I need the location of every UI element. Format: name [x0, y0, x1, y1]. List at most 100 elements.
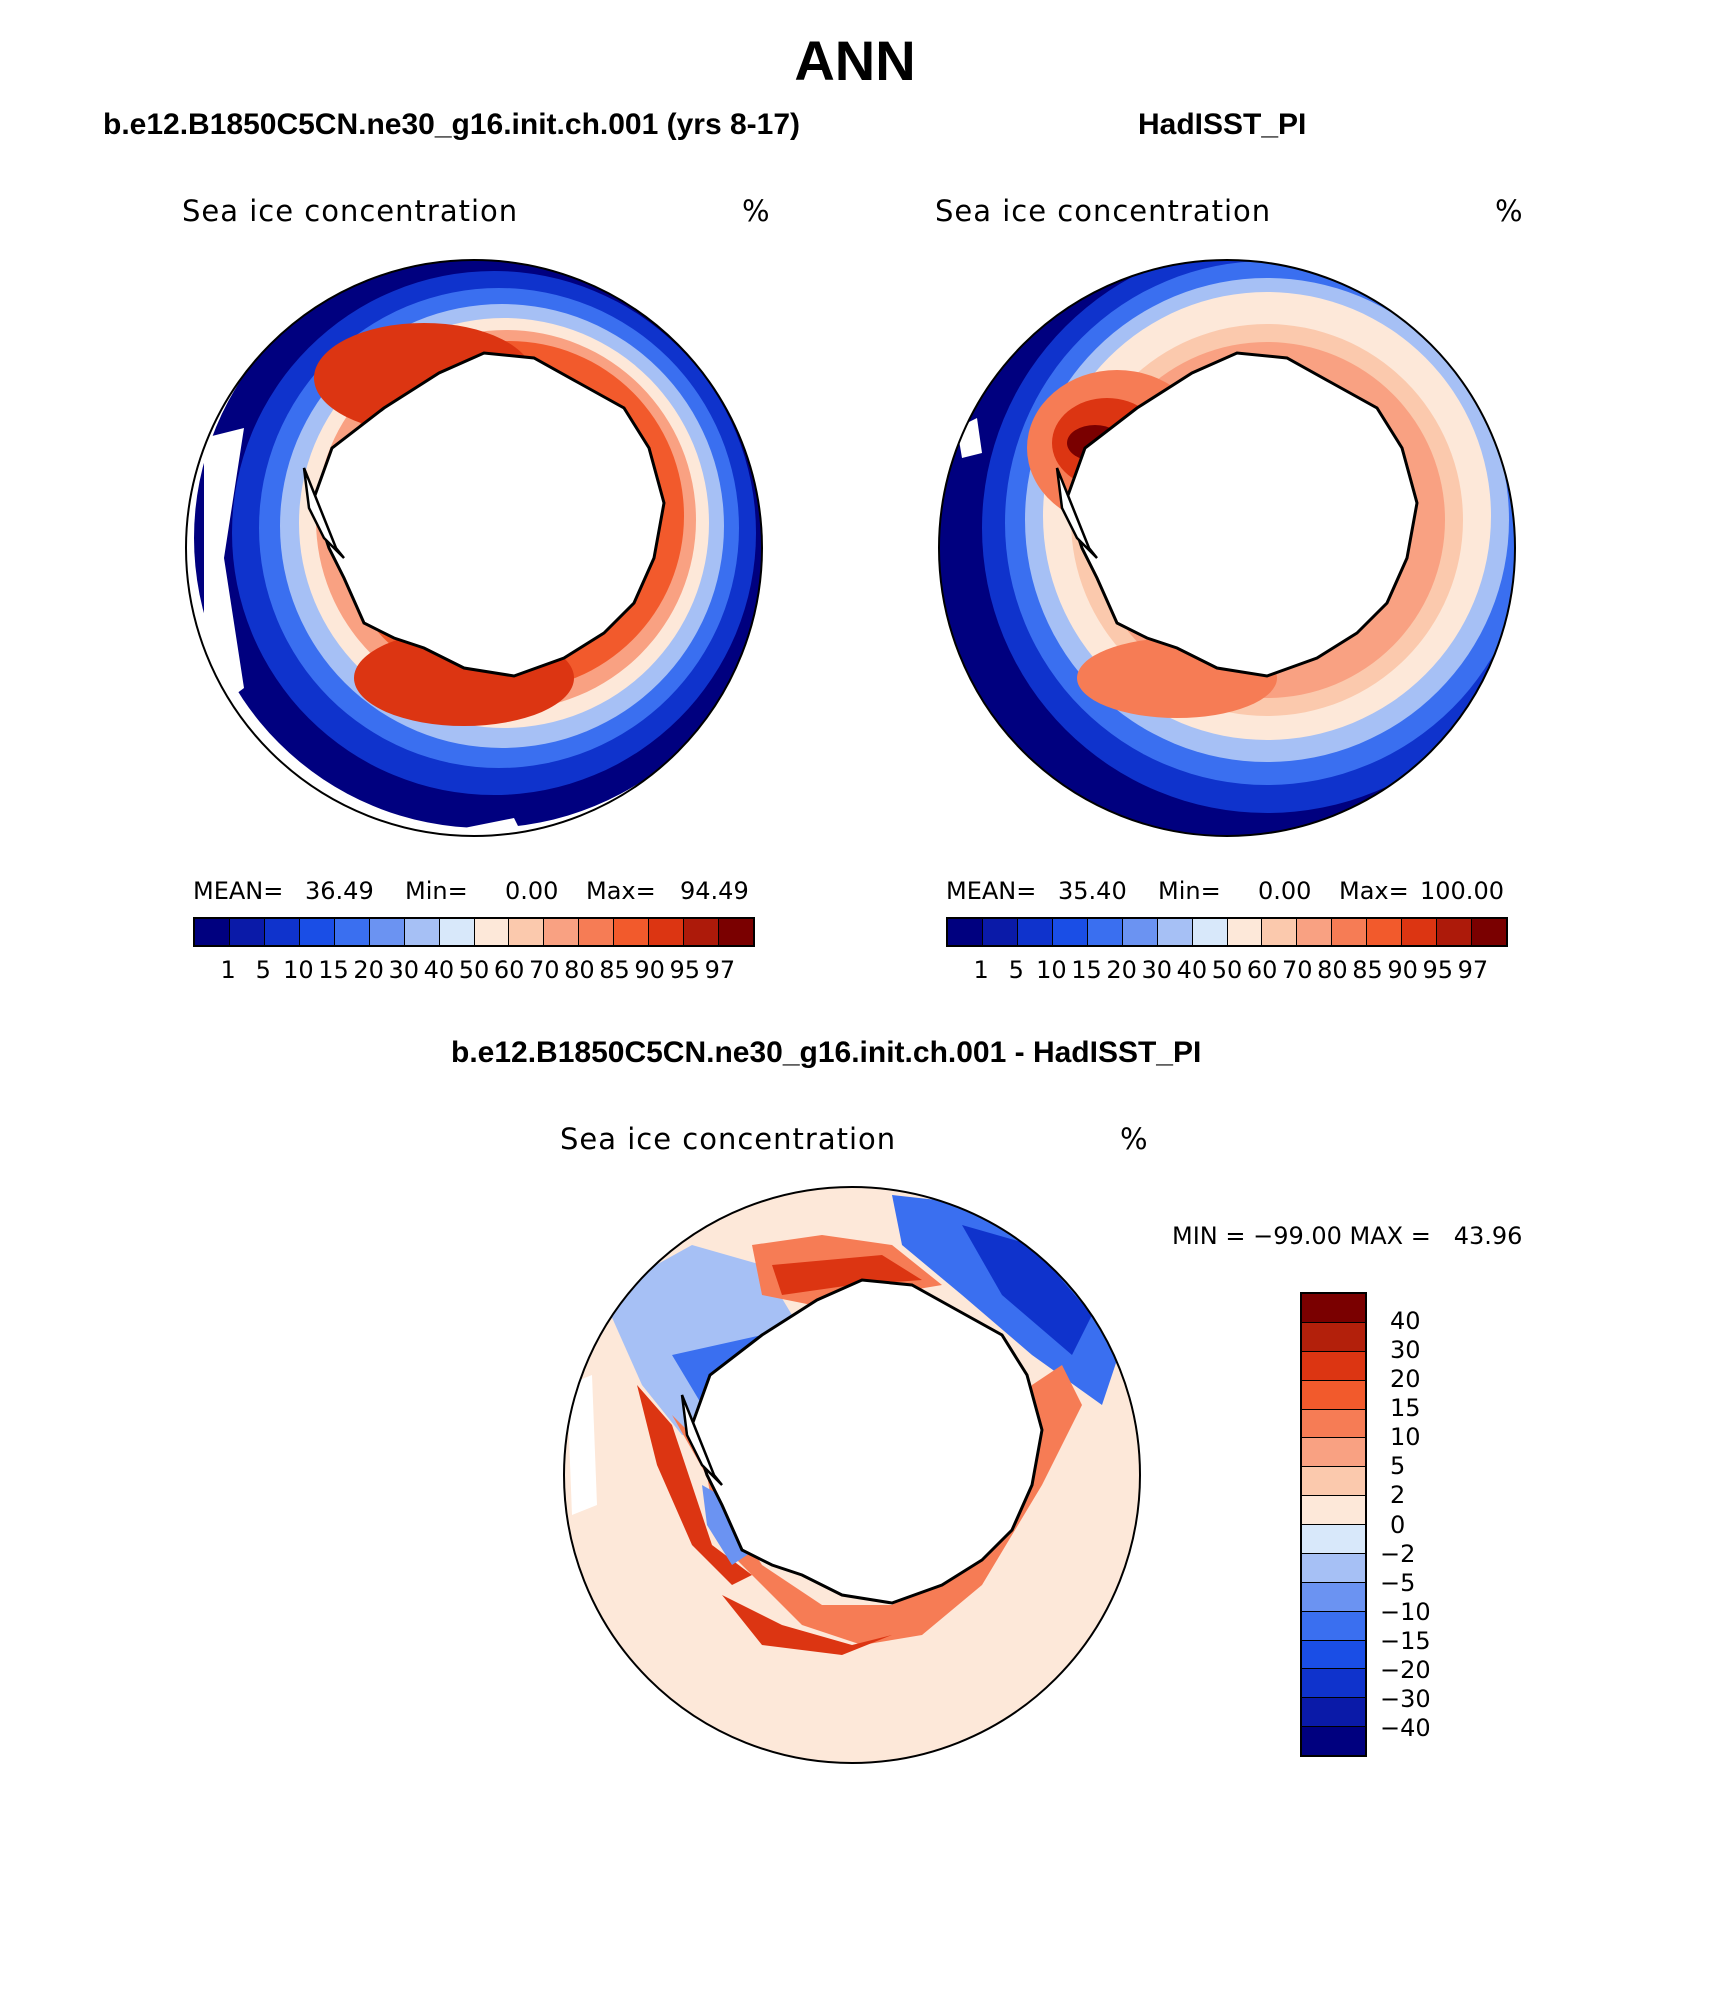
panel-2-min-value: 0.00 — [1258, 877, 1312, 905]
figure-title: ANN — [794, 29, 916, 92]
colorbar-swatch — [1302, 1553, 1365, 1583]
diff-panel-units-label: % — [1120, 1122, 1149, 1156]
colorbar-swatch — [1302, 1525, 1365, 1554]
colorbar-swatch — [1302, 1380, 1365, 1410]
diff-panel-title: b.e12.B1850C5CN.ne30_g16.init.ch.001 - H… — [451, 1036, 1202, 1069]
colorbar-tick-label: 40 — [1176, 956, 1208, 984]
colorbar-tick-label: 85 — [1352, 956, 1383, 984]
colorbar-tick-label: 50 — [458, 956, 490, 984]
colorbar-tick-label: 50 — [1211, 956, 1243, 984]
colorbar-tick-label: 85 — [599, 956, 630, 984]
diff-panel-polar-map — [563, 1186, 1141, 1764]
colorbar-tick-label: −20 — [1380, 1655, 1431, 1684]
colorbar-tick-label: 97 — [1457, 956, 1489, 984]
colorbar-swatch — [1302, 1611, 1365, 1641]
colorbar-tick-label: −10 — [1380, 1597, 1431, 1626]
colorbar-swatch — [1302, 1698, 1365, 1728]
colorbar-swatch — [1472, 919, 1506, 945]
colorbar-tick-label: 30 — [1390, 1336, 1421, 1365]
colorbar-swatch — [1302, 1294, 1365, 1323]
colorbar-tick-label: 2 — [1390, 1481, 1406, 1510]
colorbar-swatch — [1087, 919, 1123, 945]
colorbar-swatch — [948, 919, 983, 945]
colorbar-swatch — [404, 919, 440, 945]
colorbar-tick-label: −30 — [1380, 1684, 1431, 1713]
diff-panel-variable-label: Sea ice concentration — [560, 1122, 897, 1156]
colorbar-tick-label: 70 — [1281, 956, 1313, 984]
colorbar-tick-label: 20 — [1390, 1365, 1421, 1394]
panel-1-polar-map — [185, 259, 763, 837]
colorbar-tick-label: 10 — [1036, 956, 1067, 984]
panel-1-variable-label: Sea ice concentration — [182, 194, 519, 228]
colorbar-swatch — [264, 919, 300, 945]
panel-2-max-value: 100.00 — [1420, 877, 1504, 905]
panel-1-min-value: 0.00 — [505, 877, 559, 905]
colorbar-tick-label: 80 — [564, 956, 595, 984]
panel-1-colorbar — [193, 917, 755, 947]
colorbar-tick-label: 40 — [423, 956, 455, 984]
colorbar-swatch — [1302, 1351, 1365, 1381]
colorbar-swatch — [1262, 919, 1298, 945]
colorbar-swatch — [579, 919, 615, 945]
colorbar-swatch — [684, 919, 720, 945]
colorbar-tick-label: 30 — [1141, 956, 1173, 984]
colorbar-swatch — [195, 919, 230, 945]
colorbar-tick-label: 1 — [220, 956, 236, 984]
colorbar-swatch — [1302, 1409, 1365, 1439]
panel-1-mean-label: MEAN= — [193, 877, 284, 905]
colorbar-swatch — [334, 919, 370, 945]
colorbar-swatch — [1302, 1322, 1365, 1352]
colorbar-swatch — [1017, 919, 1053, 945]
colorbar-tick-label: −40 — [1380, 1713, 1431, 1742]
colorbar-swatch — [1302, 1669, 1365, 1699]
colorbar-swatch — [1437, 919, 1473, 945]
colorbar-tick-label: 15 — [1390, 1394, 1421, 1423]
colorbar-tick-label: −2 — [1380, 1539, 1416, 1568]
colorbar-swatch — [369, 919, 405, 945]
colorbar-tick-label: 95 — [669, 956, 701, 984]
panel-2-units-label: % — [1495, 194, 1524, 228]
panel-1-mean-value: 36.49 — [305, 877, 374, 905]
colorbar-tick-label: 20 — [353, 956, 384, 984]
colorbar-tick-label: 10 — [1390, 1423, 1421, 1452]
colorbar-swatch — [299, 919, 335, 945]
colorbar-tick-label: 60 — [493, 956, 525, 984]
panel-1-max-label: Max= — [586, 877, 656, 905]
colorbar-tick-label: −15 — [1380, 1626, 1431, 1655]
panel-2-mean-value: 35.40 — [1058, 877, 1127, 905]
diff-panel-colorbar — [1300, 1292, 1367, 1757]
diff-panel-colorbar-ticks: 40 30 20 15 10 5 2 0 −2 −5 −10 −15 −20 −30 −40 — [1380, 1292, 1460, 1757]
colorbar-tick-label: 15 — [318, 956, 349, 984]
colorbar-tick-label: 15 — [1071, 956, 1102, 984]
panel-2-mean-label: MEAN= — [946, 877, 1037, 905]
colorbar-tick-label: 20 — [1106, 956, 1137, 984]
colorbar-tick-label: 40 — [1390, 1307, 1421, 1336]
colorbar-swatch — [1332, 919, 1368, 945]
panel-2-colorbar — [946, 917, 1508, 947]
colorbar-tick-label: 70 — [528, 956, 560, 984]
colorbar-tick-label: 80 — [1317, 956, 1348, 984]
colorbar-swatch — [1402, 919, 1438, 945]
colorbar-swatch — [1157, 919, 1193, 945]
colorbar-swatch — [649, 919, 685, 945]
colorbar-tick-label: 95 — [1422, 956, 1454, 984]
colorbar-tick-label: −5 — [1380, 1568, 1416, 1597]
colorbar-tick-label: 30 — [388, 956, 420, 984]
colorbar-swatch — [1302, 1640, 1365, 1670]
colorbar-swatch — [1052, 919, 1088, 945]
colorbar-swatch — [1192, 919, 1228, 945]
colorbar-swatch — [614, 919, 650, 945]
colorbar-tick-label: 5 — [1008, 956, 1024, 984]
panel-2-min-label: Min= — [1158, 877, 1221, 905]
colorbar-tick-label: 97 — [704, 956, 736, 984]
colorbar-tick-label: 1 — [973, 956, 989, 984]
colorbar-swatch — [439, 919, 475, 945]
colorbar-swatch — [982, 919, 1018, 945]
panel-1-colorbar-ticks: 1 5 10 15 20 30 40 50 60 70 80 85 90 95 97 — [193, 956, 755, 986]
colorbar-tick-label: 10 — [283, 956, 314, 984]
panel-2-variable-label: Sea ice concentration — [935, 194, 1272, 228]
panel-2-max-label: Max= — [1339, 877, 1409, 905]
panel-1-max-value: 94.49 — [680, 877, 749, 905]
colorbar-swatch — [719, 919, 753, 945]
diff-panel-stats: MIN = −99.00 MAX = 43.96 — [1172, 1222, 1523, 1250]
